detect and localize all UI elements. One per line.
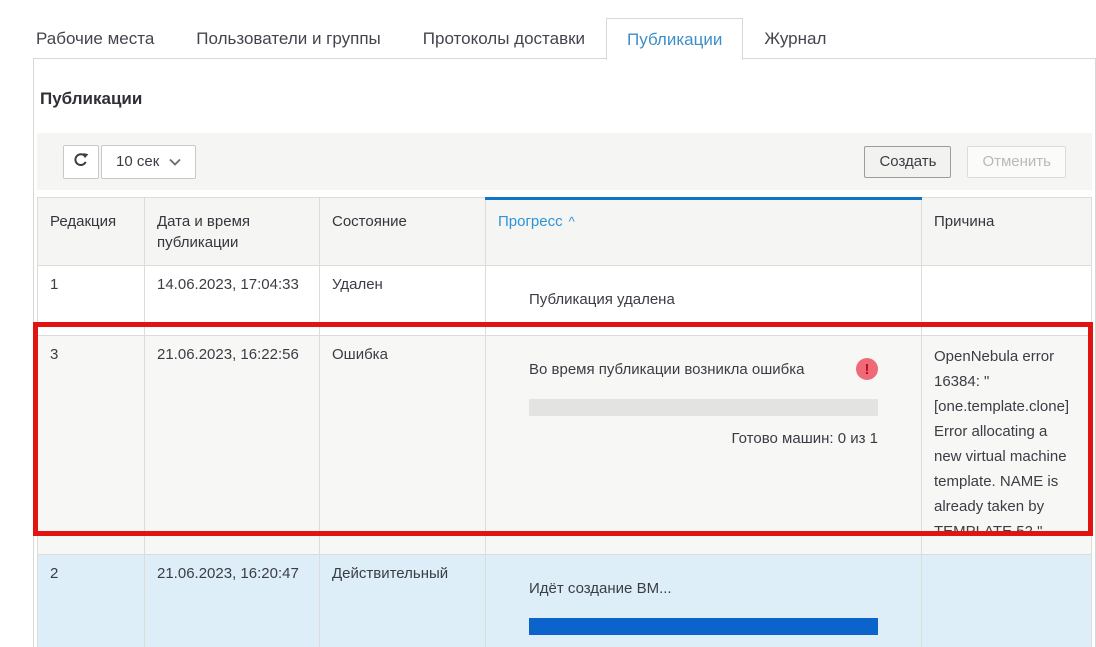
chevron-down-icon bbox=[169, 153, 181, 170]
cell-revision: 3 bbox=[37, 335, 145, 555]
cancel-button[interactable]: Отменить bbox=[967, 145, 1066, 178]
column-header-datetime[interactable]: Дата и время публикации bbox=[144, 197, 320, 266]
progress-bar bbox=[529, 618, 878, 635]
cell-datetime: 21.06.2023, 16:22:56 bbox=[144, 335, 320, 555]
table-row-revision-2[interactable]: 2 21.06.2023, 16:20:47 Действительный Ид… bbox=[37, 554, 1092, 647]
column-header-progress-label: Прогресс bbox=[498, 213, 563, 230]
cell-revision: 2 bbox=[37, 554, 145, 647]
progress-message: Во время публикации возникла ошибка bbox=[529, 360, 805, 378]
refresh-button[interactable] bbox=[63, 144, 99, 179]
publications-table: Редакция Дата и время публикации Состоян… bbox=[37, 197, 1092, 647]
refresh-interval-value: 10 сек bbox=[116, 153, 160, 170]
progress-message: Идёт создание ВМ... bbox=[529, 579, 672, 597]
tab-delivery-protocols[interactable]: Протоколы доставки bbox=[422, 29, 586, 48]
tab-journal[interactable]: Журнал bbox=[764, 29, 827, 48]
cell-progress: Во время публикации возникла ошибка ! Го… bbox=[485, 335, 922, 555]
table-header-row: Редакция Дата и время публикации Состоян… bbox=[37, 197, 1092, 266]
cell-reason: OpenNebula error 16384: " [one.template.… bbox=[921, 335, 1092, 555]
cell-progress: Идёт создание ВМ... Машин в прогрессе: 1… bbox=[485, 554, 922, 647]
cell-datetime: 14.06.2023, 17:04:33 bbox=[144, 265, 320, 336]
cell-progress: Публикация удалена bbox=[485, 265, 922, 336]
page-title: Публикации bbox=[40, 89, 143, 108]
cell-revision: 1 bbox=[37, 265, 145, 336]
column-header-progress-sorted[interactable]: Прогресс ^ bbox=[485, 197, 923, 266]
tab-bar: Рабочие места Пользователи и группы Прот… bbox=[15, 18, 847, 60]
publications-panel: Публикации 10 сек Создать Отменить bbox=[33, 58, 1096, 647]
cell-state: Действительный bbox=[319, 554, 486, 647]
tab-workplaces[interactable]: Рабочие места bbox=[36, 29, 155, 48]
toolbar: 10 сек Создать Отменить bbox=[37, 133, 1092, 190]
sort-asc-icon: ^ bbox=[568, 214, 575, 229]
cell-reason bbox=[921, 265, 1092, 336]
toolbar-actions: Создать Отменить bbox=[864, 145, 1066, 178]
cell-datetime: 21.06.2023, 16:20:47 bbox=[144, 554, 320, 647]
table-row-revision-1[interactable]: 1 14.06.2023, 17:04:33 Удален Публикация… bbox=[37, 265, 1092, 336]
tab-publications[interactable]: Публикации bbox=[606, 18, 744, 60]
progress-message: Публикация удалена bbox=[529, 291, 675, 308]
column-header-reason[interactable]: Причина bbox=[921, 197, 1092, 266]
tab-users-groups[interactable]: Пользователи и группы bbox=[196, 29, 381, 48]
cell-state: Ошибка bbox=[319, 335, 486, 555]
refresh-interval-dropdown[interactable]: 10 сек bbox=[101, 144, 197, 179]
progress-bar-fill bbox=[529, 618, 878, 635]
table-row-revision-3[interactable]: 3 21.06.2023, 16:22:56 Ошибка Во время п… bbox=[37, 335, 1092, 555]
refresh-icon bbox=[72, 151, 90, 173]
progress-counter: Готово машин: 0 из 1 bbox=[731, 430, 878, 447]
column-header-state[interactable]: Состояние bbox=[319, 197, 486, 266]
progress-bar bbox=[529, 399, 878, 416]
cell-state: Удален bbox=[319, 265, 486, 336]
cell-reason bbox=[921, 554, 1092, 647]
column-header-revision[interactable]: Редакция bbox=[37, 197, 145, 266]
create-button[interactable]: Создать bbox=[864, 145, 952, 178]
error-icon: ! bbox=[856, 358, 878, 380]
